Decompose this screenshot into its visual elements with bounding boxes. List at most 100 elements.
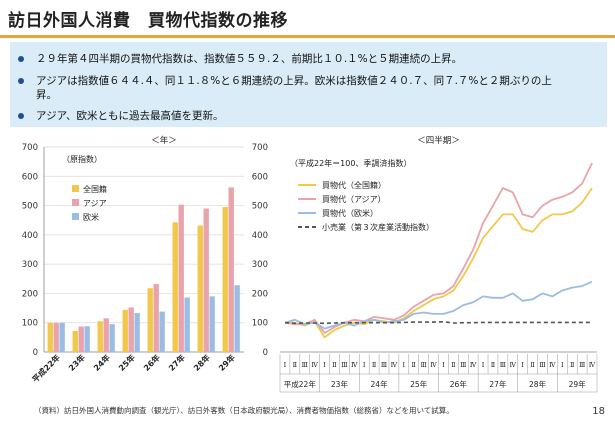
- bar: [209, 296, 215, 352]
- y-tick-label: 200: [22, 289, 38, 299]
- quarter-label: Ⅱ: [530, 361, 535, 369]
- y-tick-label: 100: [22, 319, 38, 329]
- bar: [197, 225, 203, 352]
- y-tick-label: 200: [252, 289, 268, 299]
- legend-swatch: [72, 185, 79, 192]
- quarter-label: Ⅳ: [589, 361, 596, 369]
- quarter-label: Ⅱ: [451, 361, 456, 369]
- quarter-label: Ⅳ: [470, 361, 477, 369]
- quarter-label: Ⅳ: [510, 361, 517, 369]
- period-label: ＜四半期＞: [417, 135, 460, 146]
- bar: [203, 208, 209, 352]
- legend-label: 買物代（欧米）: [322, 208, 378, 218]
- bar: [53, 322, 59, 352]
- y-tick-label: 500: [252, 202, 268, 212]
- year-label: 25年: [410, 379, 428, 389]
- series-line: [284, 162, 593, 334]
- quarter-label: Ⅱ: [570, 361, 575, 369]
- year-label: 27年: [489, 379, 507, 389]
- quarter-label: Ⅱ: [491, 361, 496, 369]
- quarterly-line-chart: 0 100 200 300 400 500 600 700 ＜四半期＞ （平成22年＝100、季調…: [252, 135, 598, 393]
- bullet-text: アジア、欧米ともに過去最高値を更新。: [36, 110, 224, 122]
- bullet-text: アジアは指数値６４４.４、同１１.８%と６期連続の上昇。欧米は指数値２４０.７、…: [36, 75, 552, 87]
- bar: [184, 297, 190, 352]
- bar: [59, 322, 65, 352]
- year-label: 24年: [371, 379, 389, 389]
- y-tick-label: 400: [252, 231, 268, 241]
- legend-label: 買物代（アジア）: [322, 194, 386, 204]
- unit-note: （原指数）: [62, 154, 102, 164]
- year-label: 23年: [331, 379, 349, 389]
- y-tick-label: 700: [22, 143, 38, 153]
- quarter-label: Ⅰ: [323, 361, 326, 369]
- year-label: 28年: [529, 379, 547, 389]
- bar: [78, 326, 84, 352]
- bar: [128, 307, 134, 352]
- quarter-label: Ⅲ: [460, 361, 466, 369]
- bar: [72, 330, 78, 352]
- year-label: 26年: [450, 379, 468, 389]
- legend-label: 全国籍: [83, 184, 107, 194]
- quarter-label: Ⅰ: [521, 361, 524, 369]
- legend-label: 小売業（第３次産業活動指数）: [322, 222, 434, 232]
- quarter-label: Ⅲ: [302, 361, 308, 369]
- legend-swatch: [72, 213, 79, 220]
- quarter-label: Ⅰ: [482, 361, 485, 369]
- y-tick-label: 0: [33, 348, 38, 358]
- quarter-label: Ⅳ: [430, 361, 437, 369]
- bar: [47, 322, 53, 352]
- bar: [178, 204, 184, 352]
- y-tick-label: 400: [22, 231, 38, 241]
- source-footnote: （資料）訪日外国人消費動向調査（観光庁）、訪日外客数（日本政府観光局）、消費者物…: [34, 406, 454, 415]
- summary-box: ２９年第４四半期の買物代指数は、指数値５５９.２、前期比１０.１%と５期連続の上…: [10, 42, 607, 127]
- quarter-label: Ⅱ: [372, 361, 377, 369]
- y-tick-label: 600: [22, 172, 38, 182]
- bullet-text-continued: 昇。: [36, 89, 57, 101]
- bullet-dot: [18, 113, 24, 119]
- bullet-text: ２９年第４四半期の買物代指数は、指数値５５９.２、前期比１０.１%と５期連続の上…: [36, 53, 463, 65]
- quarter-label: Ⅰ: [284, 361, 287, 369]
- quarter-label: Ⅳ: [391, 361, 398, 369]
- y-tick-label: 0: [263, 348, 268, 358]
- quarter-label: Ⅱ: [332, 361, 337, 369]
- slide-title: 訪日外国人消費 買物代指数の推移: [8, 11, 288, 31]
- y-tick-label: 700: [252, 143, 268, 153]
- quarter-label: Ⅳ: [311, 361, 318, 369]
- bar: [159, 311, 165, 352]
- legend-label: 欧米: [83, 212, 99, 222]
- quarter-label: Ⅱ: [412, 361, 417, 369]
- bar: [147, 288, 153, 352]
- quarter-label: Ⅰ: [442, 361, 445, 369]
- series-line: [284, 320, 592, 325]
- quarter-label: Ⅲ: [500, 361, 506, 369]
- series-line: [285, 187, 593, 339]
- quarter-label: Ⅰ: [403, 361, 406, 369]
- quarter-label: Ⅰ: [363, 361, 366, 369]
- bar: [84, 326, 90, 352]
- bar: [228, 187, 234, 352]
- y-tick-label: 600: [252, 172, 268, 182]
- page-number: 18: [592, 406, 605, 417]
- bar: [122, 309, 128, 352]
- period-label: ＜年＞: [151, 135, 177, 146]
- unit-note: （平成22年＝100、季調済指数）: [290, 158, 411, 168]
- bar: [134, 313, 140, 352]
- year-label: 29年: [569, 379, 587, 389]
- legend-label: 買物代（全国籍）: [322, 180, 386, 190]
- quarter-label: Ⅲ: [539, 361, 545, 369]
- quarter-label: Ⅰ: [561, 361, 564, 369]
- year-label: 平成22年: [284, 379, 317, 389]
- quarter-label: Ⅲ: [381, 361, 387, 369]
- y-tick-label: 500: [22, 202, 38, 212]
- bar: [103, 318, 109, 352]
- bullet-dot: [18, 78, 24, 84]
- legend-label: アジア: [83, 199, 107, 208]
- y-tick-label: 300: [22, 260, 38, 270]
- quarter-label: Ⅲ: [421, 361, 427, 369]
- y-tick-label: 100: [252, 319, 268, 329]
- bar: [109, 324, 115, 352]
- quarter-label: Ⅳ: [351, 361, 358, 369]
- bullet-dot: [18, 56, 24, 62]
- y-tick-label: 300: [252, 260, 268, 270]
